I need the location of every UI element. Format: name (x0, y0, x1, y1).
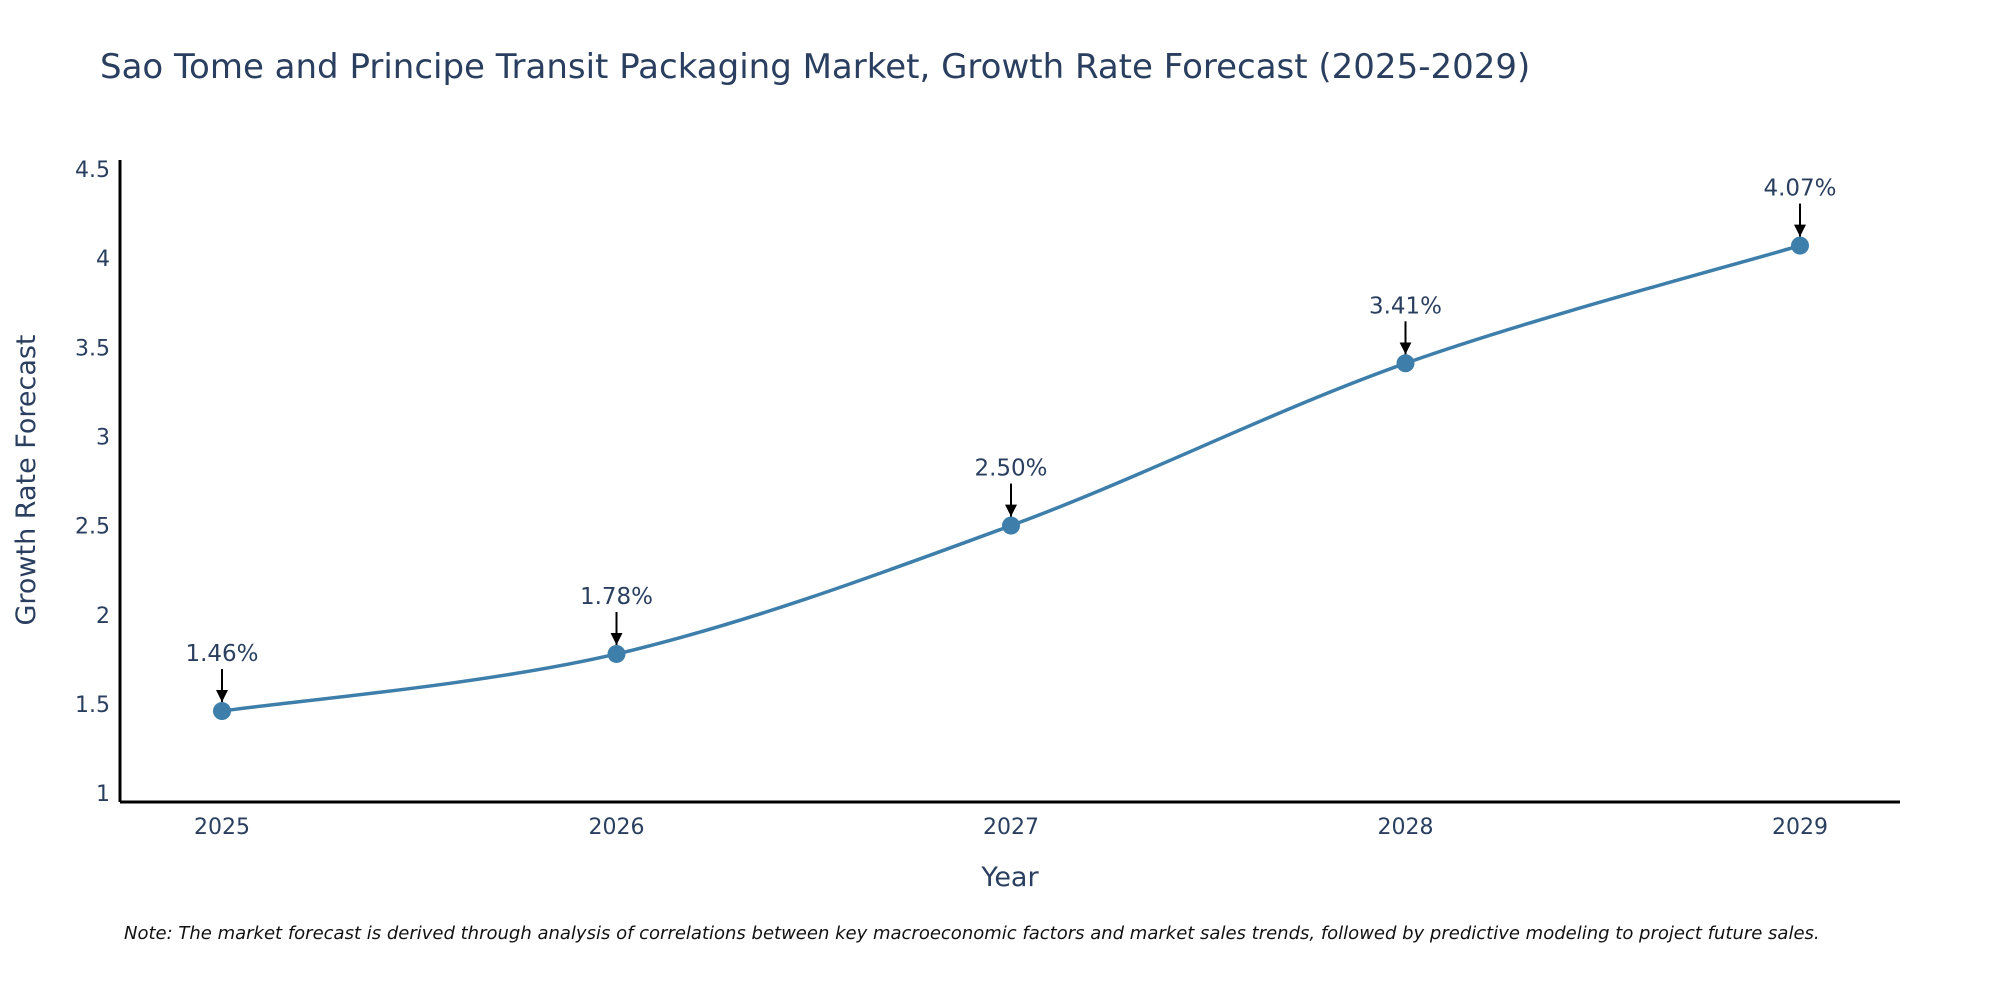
data-point (213, 702, 231, 721)
x-tick-label: 2027 (983, 815, 1039, 840)
annotations: 1.46% 1.78% 2.50% 3.41% 4.07% (185, 176, 1837, 703)
data-label: 1.46% (185, 641, 258, 667)
y-tick-label: 2.5 (75, 515, 110, 540)
y-axis-ticks: 1 1.5 2 2.5 3 3.5 4 4.5 (75, 158, 110, 807)
series-layer (213, 236, 1809, 721)
y-tick-label: 4 (96, 247, 110, 272)
footnote: Note: The market forecast is derived thr… (124, 923, 1820, 944)
y-tick-label: 2 (96, 604, 110, 629)
data-label: 2.50% (974, 456, 1047, 482)
data-label: 1.78% (580, 584, 653, 610)
axes (118, 160, 1900, 804)
chart-title: Sao Tome and Principe Transit Packaging … (100, 47, 1530, 87)
y-tick-label: 1.5 (75, 693, 110, 718)
y-tick-label: 3 (96, 425, 110, 450)
data-label: 4.07% (1763, 176, 1836, 202)
data-point (1002, 516, 1020, 535)
y-tick-label: 1 (96, 782, 110, 807)
y-tick-label: 4.5 (75, 158, 110, 183)
y-axis-title: Growth Rate Forecast (11, 334, 42, 625)
x-axis-title: Year (980, 862, 1039, 893)
y-tick-label: 3.5 (75, 336, 110, 361)
data-point (1791, 236, 1809, 255)
data-point (1396, 354, 1415, 373)
x-tick-label: 2029 (1772, 815, 1828, 840)
data-point (607, 644, 626, 663)
x-tick-label: 2026 (589, 815, 645, 840)
x-tick-label: 2025 (194, 815, 250, 840)
x-tick-label: 2028 (1378, 815, 1434, 840)
data-label: 3.41% (1369, 293, 1442, 319)
x-axis-ticks: 2025 2026 2027 2028 2029 (194, 815, 1828, 840)
